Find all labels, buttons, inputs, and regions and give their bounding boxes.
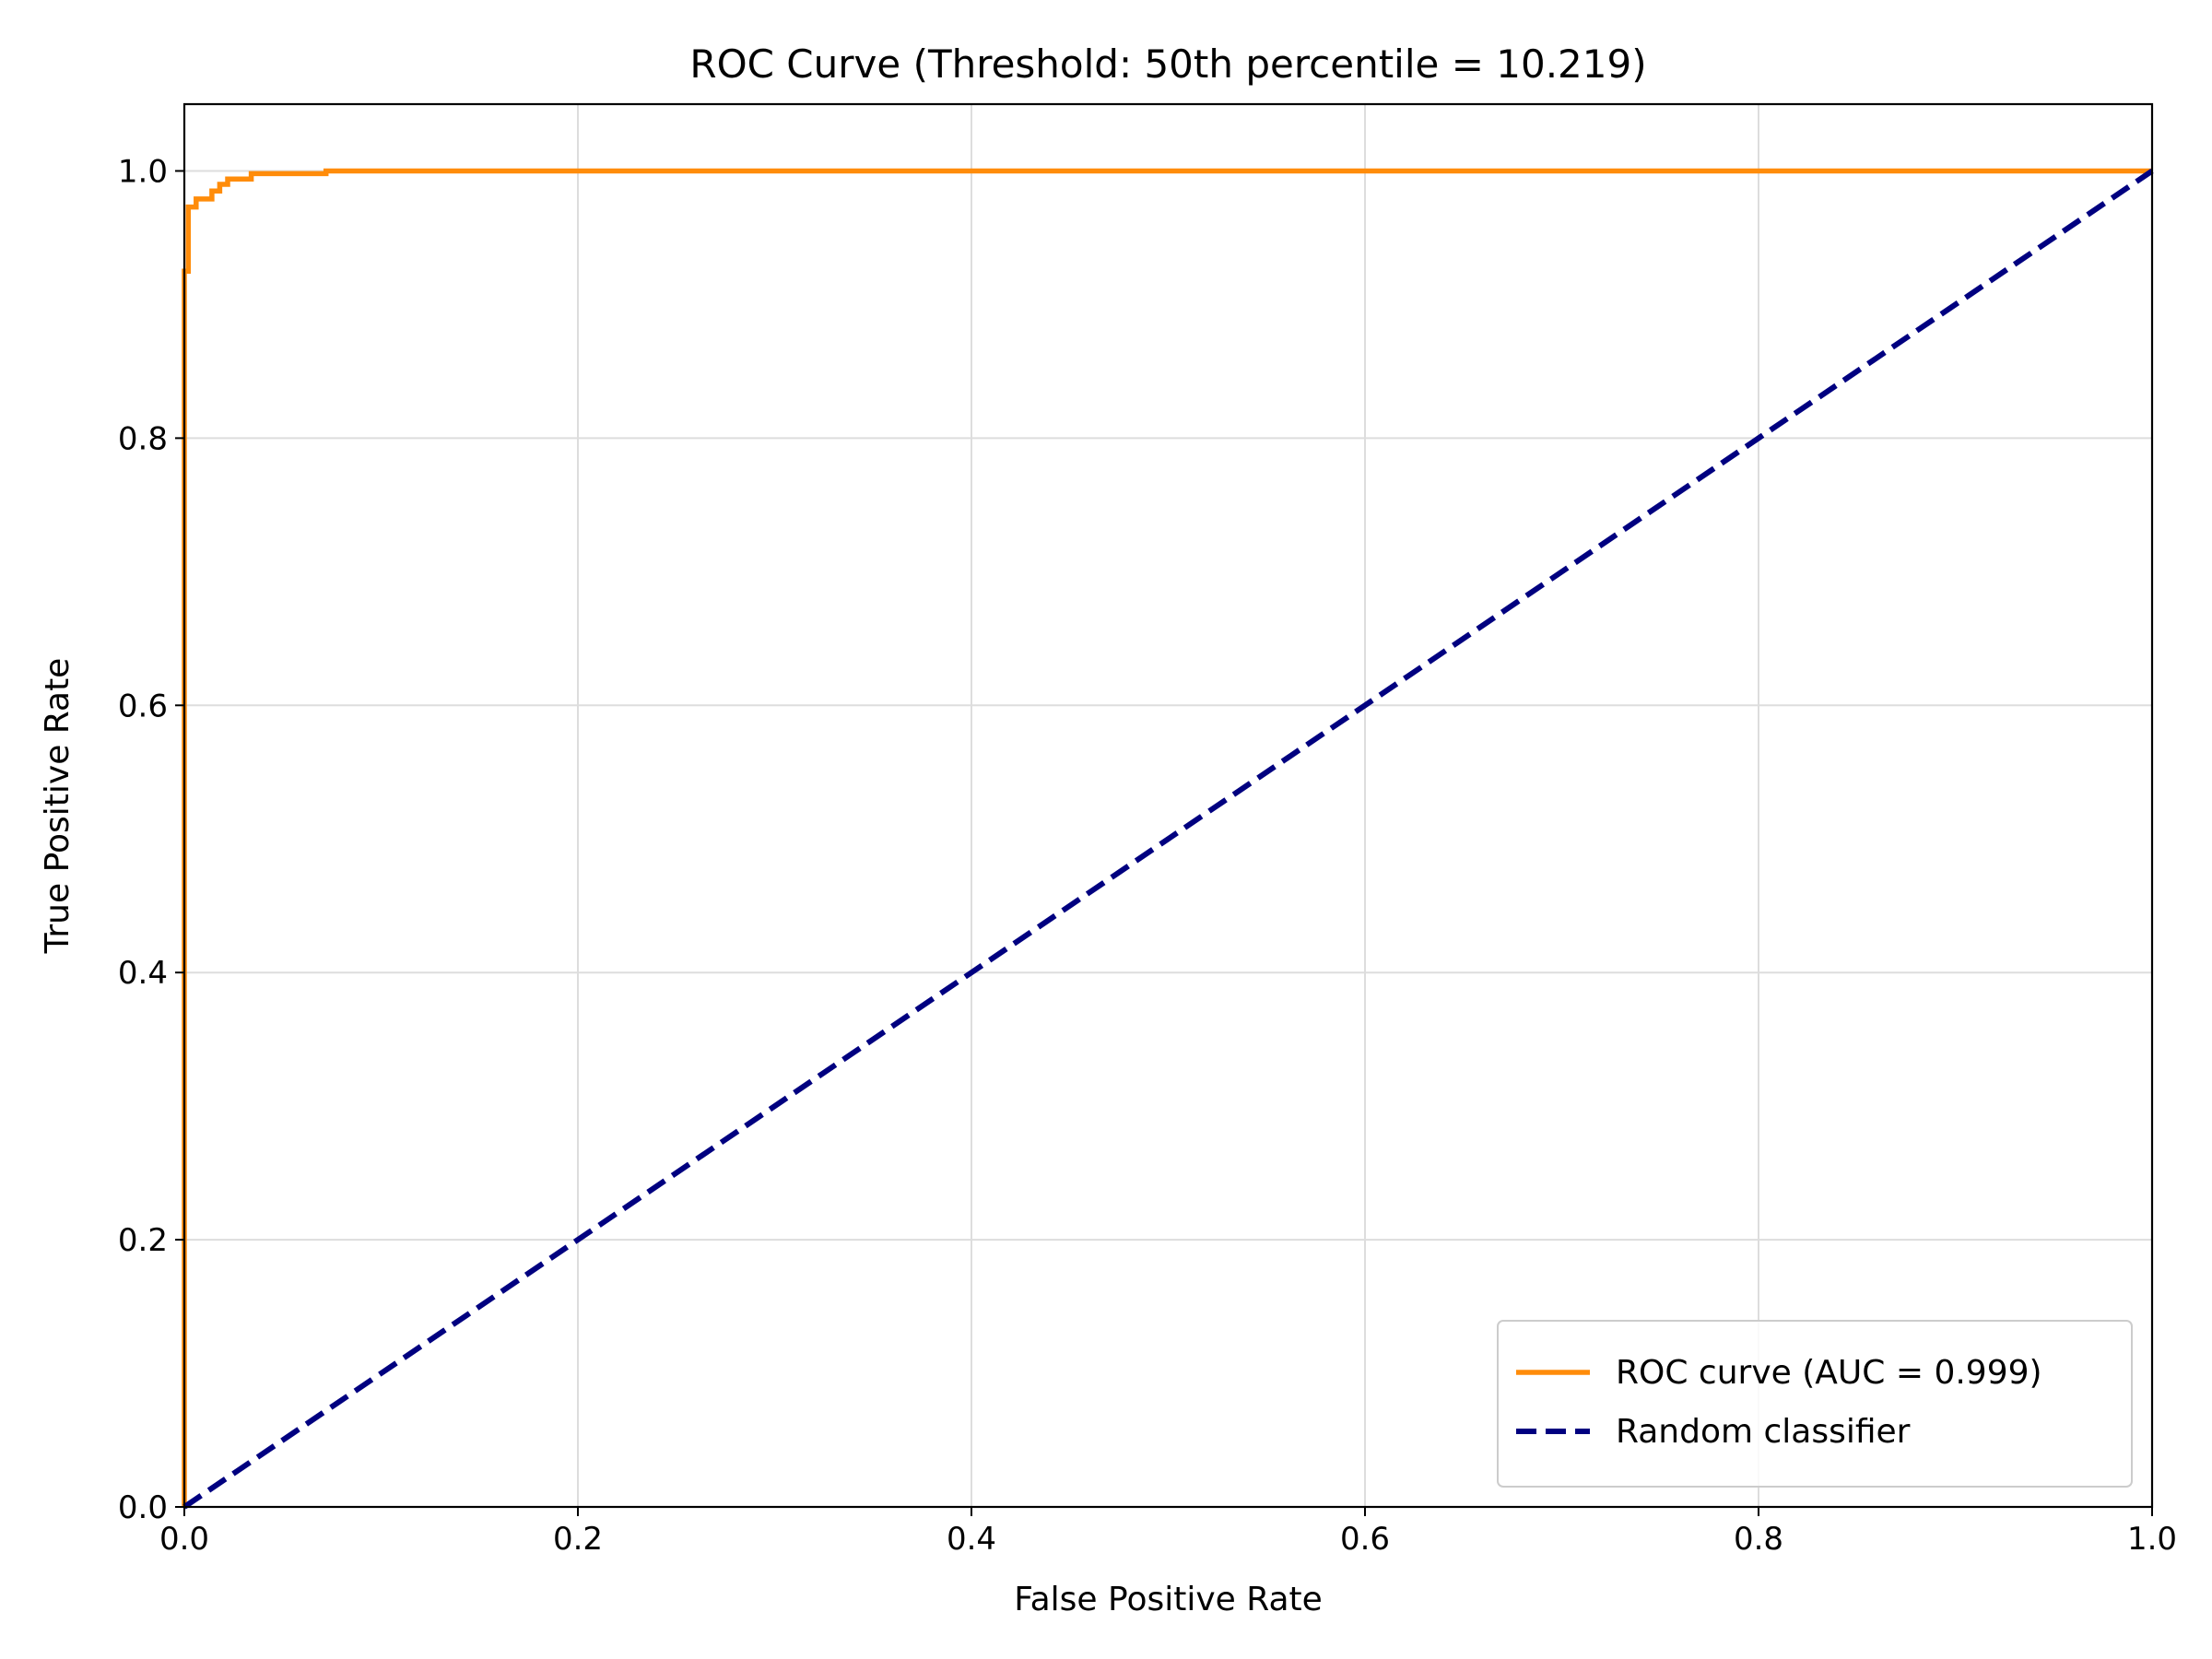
chart-title: ROC Curve (Threshold: 50th percentile = … <box>689 41 1646 87</box>
random-classifier-line <box>182 169 2154 1510</box>
y-tick-label: 0.2 <box>118 1222 168 1259</box>
x-tick-label: 1.0 <box>2127 1521 2177 1558</box>
x-tick-label: 0.6 <box>1340 1521 1390 1558</box>
roc-curve-line <box>182 168 2152 1507</box>
y-axis-label: True Positive Rate <box>39 658 76 955</box>
y-tick-label: 0.0 <box>118 1489 168 1526</box>
y-tick-label: 0.8 <box>118 420 168 457</box>
x-tick-label: 0.4 <box>947 1521 996 1558</box>
series-layer <box>182 168 2154 1510</box>
x-axis-label: False Positive Rate <box>1014 1581 1323 1618</box>
legend-box <box>1497 1320 2133 1488</box>
x-tick-label: 0.2 <box>553 1521 603 1558</box>
y-axis-ticks: 0.0 0.2 0.4 0.6 0.8 1.0 <box>118 153 184 1526</box>
plot-area <box>182 168 2154 1510</box>
x-axis-ticks: 0.0 0.2 0.4 0.6 0.8 1.0 <box>159 1507 2177 1558</box>
plot-frame <box>182 102 2154 1509</box>
y-tick-label: 0.4 <box>118 955 168 992</box>
x-tick-label: 0.8 <box>1734 1521 1783 1558</box>
legend: ROC curve (AUC = 0.999) Random classifier <box>1497 1320 2133 1488</box>
grid <box>183 104 2153 1508</box>
y-tick-label: 1.0 <box>118 153 168 190</box>
x-tick-label: 0.0 <box>159 1521 209 1558</box>
legend-label-random: Random classifier <box>1616 1413 1911 1451</box>
y-tick-label: 0.6 <box>118 688 168 724</box>
legend-label-roc: ROC curve (AUC = 0.999) <box>1616 1354 2042 1392</box>
